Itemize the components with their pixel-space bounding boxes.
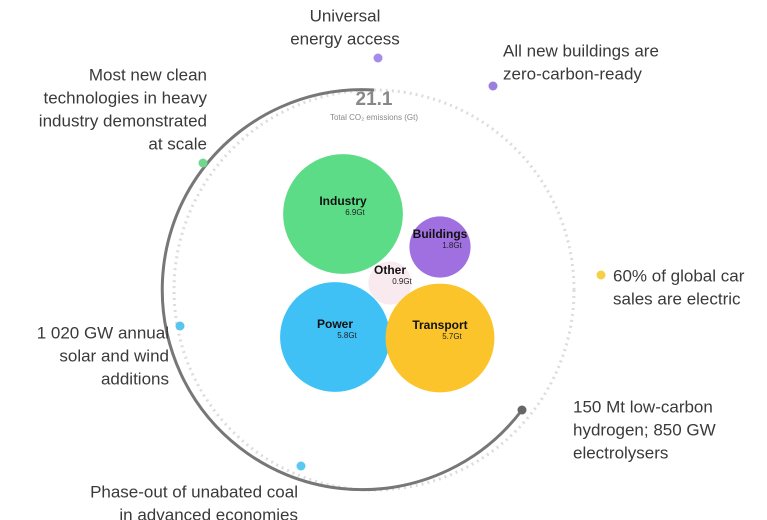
milestone-text: electrolysers (573, 443, 668, 462)
milestone-text: in advanced economies (119, 505, 298, 520)
milestone-text: energy access (290, 29, 400, 48)
milestone-text: sales are electric (613, 289, 741, 308)
milestone-dot (175, 321, 185, 331)
milestone-dot (198, 158, 208, 168)
milestone-text: technologies in heavy (43, 88, 207, 107)
milestone-text: at scale (148, 134, 207, 153)
milestone-dot (517, 405, 527, 415)
bubble (280, 282, 390, 392)
bubble-label: Transport (412, 318, 467, 332)
milestone-text: 60% of global car (613, 266, 745, 285)
bubble-label: Other (374, 263, 406, 277)
milestone-dot (296, 461, 306, 471)
milestone-text: 1 020 GW annual (37, 323, 169, 342)
total-value: 21.1 (356, 89, 393, 110)
milestone-dot (373, 53, 383, 63)
milestone-text: Most new clean (89, 65, 207, 84)
milestone-dot (488, 81, 498, 91)
bubble-value: 0.9Gt (392, 277, 412, 286)
bubble-label: Buildings (413, 227, 468, 241)
bubble-value: 1.8Gt (442, 241, 462, 250)
bubble-value: 6.9Gt (345, 208, 365, 217)
milestone-text: industry demonstrated (39, 111, 207, 130)
milestone-text: hydrogen; 850 GW (573, 420, 716, 439)
bubble (409, 216, 471, 278)
milestone-text: Phase-out of unabated coal (90, 482, 298, 501)
milestone-text: additions (101, 369, 169, 388)
milestone-text: Universal (310, 6, 381, 25)
milestone-text: solar and wind (59, 346, 169, 365)
bubble-value: 5.7Gt (442, 332, 462, 341)
bubble-label: Industry (319, 194, 367, 208)
milestone-text: 150 Mt low-carbon (573, 397, 713, 416)
bubble-label: Power (317, 317, 353, 331)
milestone-dot (596, 270, 606, 280)
bubble-value: 5.8Gt (337, 331, 357, 340)
bubble (368, 261, 412, 305)
milestone-text: zero-carbon-ready (503, 64, 642, 83)
bubble (385, 283, 495, 393)
total-label: Total CO₂ emissions (Gt) (330, 113, 418, 122)
bubble (283, 154, 403, 274)
milestone-text: All new buildings are (503, 41, 659, 60)
progress-arc (160, 88, 524, 492)
